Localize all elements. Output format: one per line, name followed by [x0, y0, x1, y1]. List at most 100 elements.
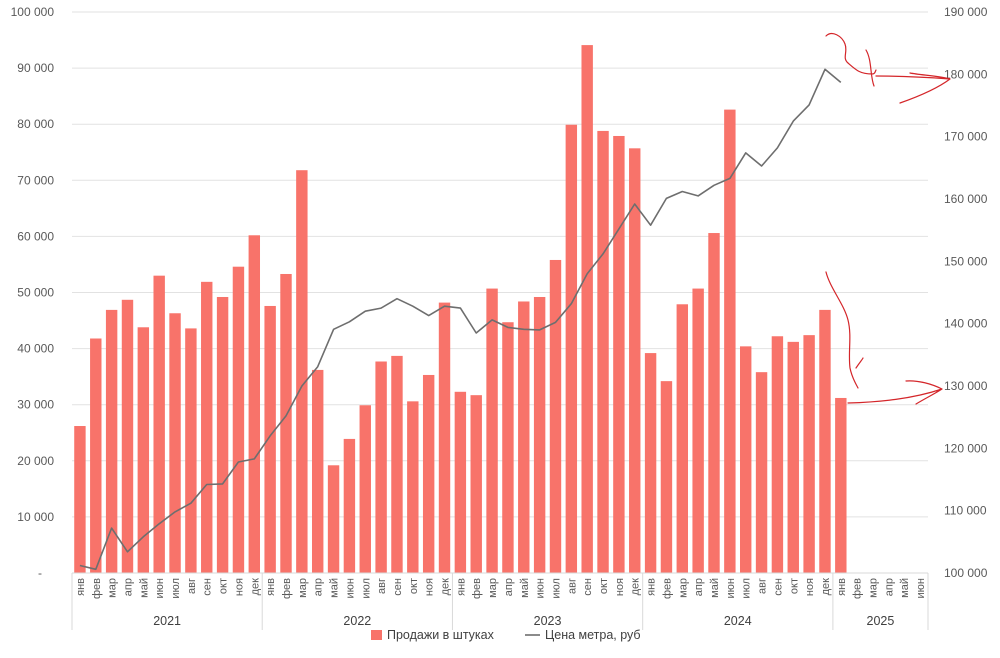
sales-bar: [311, 369, 324, 573]
month-label: сен: [392, 578, 404, 596]
month-label: июл: [741, 578, 753, 599]
month-label: мар: [487, 578, 499, 598]
sales-bar: [454, 391, 467, 573]
sales-bar: [486, 288, 498, 573]
sales-bar: [581, 45, 593, 573]
y-left-tick-label: 10 000: [17, 510, 54, 524]
y-left-tick-label: 30 000: [17, 398, 54, 412]
year-label: 2023: [534, 614, 562, 628]
sales-bar: [438, 302, 451, 573]
y-left-tick-label: 20 000: [17, 454, 54, 468]
month-label: авг: [757, 578, 769, 594]
sales-bar: [676, 304, 689, 573]
year-label: 2022: [343, 614, 371, 628]
sales-bar: [533, 296, 546, 573]
sales-bar: [105, 309, 118, 573]
sales-bar: [771, 336, 784, 573]
month-label: янв: [75, 578, 87, 596]
month-label: янв: [836, 578, 848, 596]
sales-bar: [565, 124, 578, 574]
sales-bar: [343, 438, 356, 573]
month-label: ноя: [804, 578, 816, 596]
sales-bar: [90, 338, 102, 573]
month-label: апр: [122, 578, 134, 596]
month-label: мар: [868, 578, 880, 598]
sales-bars: [74, 45, 847, 574]
sales-bar: [629, 148, 641, 573]
sales-bar: [502, 322, 514, 573]
month-label: окт: [788, 578, 800, 594]
y-left-tick-label: 70 000: [17, 173, 54, 187]
arrow-lower: [825, 271, 943, 405]
x-axis: янв фев мар апр май июн июл авг сен окт ноя дек янв ф…: [71, 572, 929, 630]
legend: Продажи в штуках Цена метра, руб: [371, 628, 641, 642]
month-label: фев: [661, 578, 673, 599]
y-axis-left: - 10 000 20 000 30 000 40 000 50 000 60 000 70 …: [11, 5, 55, 580]
sales-bar: [660, 381, 673, 573]
legend-bar-swatch: [371, 630, 382, 640]
y-right-tick-label: 130 000: [944, 379, 988, 393]
month-label: фев: [852, 578, 864, 599]
month-label: июн: [154, 578, 166, 598]
sales-bar: [613, 135, 625, 573]
month-label: окт: [218, 578, 230, 594]
month-label: ноя: [614, 578, 626, 596]
sales-bar: [755, 372, 768, 573]
month-label: дек: [820, 578, 832, 596]
legend-bar-label: Продажи в штуках: [387, 628, 495, 642]
month-label: май: [899, 578, 911, 598]
y-right-tick-label: 150 000: [944, 254, 988, 268]
month-label: дек: [249, 578, 261, 596]
y-left-tick-label: 50 000: [17, 286, 54, 300]
month-label: май: [138, 578, 150, 598]
month-label: июл: [170, 578, 182, 599]
month-label: апр: [693, 578, 705, 596]
y-left-tick-label: -: [38, 566, 42, 580]
month-label: май: [519, 578, 531, 598]
sales-bar: [835, 397, 847, 573]
sales-bar: [121, 299, 134, 573]
y-left-tick-label: 100 000: [11, 5, 55, 19]
y-right-tick-label: 180 000: [944, 67, 988, 81]
sales-bar: [518, 301, 530, 573]
month-label: сен: [582, 578, 594, 596]
y-right-tick-label: 170 000: [944, 130, 988, 144]
month-label: сен: [202, 578, 214, 596]
month-label: апр: [503, 578, 515, 596]
month-label: окт: [598, 578, 610, 594]
price-line: [79, 68, 842, 571]
month-label: дек: [630, 578, 642, 596]
month-label: июн: [725, 578, 737, 598]
y-right-tick-label: 120 000: [944, 441, 988, 455]
year-label: 2021: [153, 614, 181, 628]
sales-bar: [470, 395, 482, 573]
month-label: фев: [91, 578, 103, 599]
month-label: дек: [440, 578, 452, 596]
month-label: мар: [677, 578, 689, 598]
month-label: июл: [360, 578, 372, 599]
month-label: июл: [550, 578, 562, 599]
sales-bar: [819, 309, 831, 573]
sales-bar: [549, 259, 562, 573]
y-right-tick-label: 110 000: [944, 504, 987, 518]
sales-bar: [787, 341, 799, 573]
sales-bar: [708, 233, 720, 573]
gridlines: [72, 11, 928, 518]
y-left-tick-label: 60 000: [17, 229, 54, 243]
sales-bar: [739, 346, 752, 573]
y-left-tick-label: 40 000: [17, 342, 54, 356]
y-axis-right: 100 000 110 000 120 000 130 000 140 000 150 0…: [944, 5, 988, 580]
month-label: мар: [107, 578, 119, 598]
y-left-tick-label: 90 000: [17, 61, 54, 75]
month-label: янв: [646, 578, 658, 596]
y-right-tick-label: 160 000: [944, 192, 988, 206]
month-label: ноя: [233, 578, 245, 596]
sales-bar: [169, 313, 181, 573]
sales-bar: [375, 361, 387, 573]
sales-bar: [644, 353, 657, 573]
y-right-tick-label: 140 000: [944, 317, 988, 331]
sales-bar: [74, 426, 86, 573]
month-label: апр: [883, 578, 895, 596]
sales-bar: [803, 335, 815, 573]
